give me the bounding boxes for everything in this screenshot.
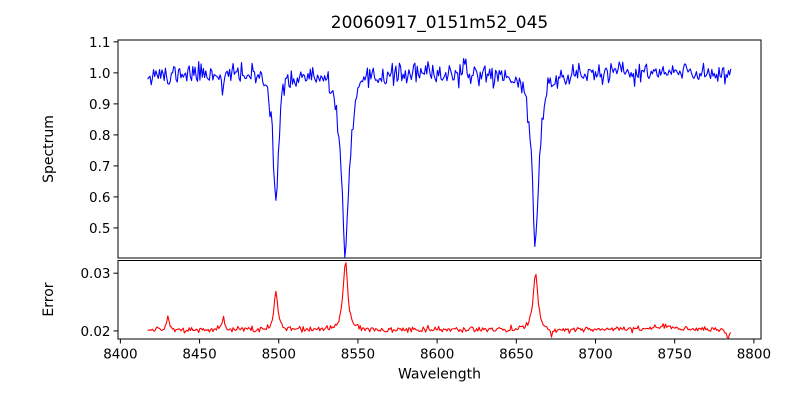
x-tick-label: 8750 xyxy=(658,347,692,363)
x-tick-label: 8400 xyxy=(103,347,137,363)
error-y-tick-label: 0.03 xyxy=(80,266,110,282)
x-tick-label: 8550 xyxy=(341,347,375,363)
error-panel-border xyxy=(117,260,762,340)
spectrum-y-tick-label: 0.7 xyxy=(89,159,110,175)
x-tick-label: 8500 xyxy=(262,347,296,363)
x-tick-label: 8700 xyxy=(578,347,612,363)
x-tick-label: 8650 xyxy=(499,347,533,363)
x-tick-label: 8600 xyxy=(420,347,454,363)
spectrum-y-tick-label: 1.1 xyxy=(89,35,110,51)
error-line xyxy=(147,262,732,339)
plot-dynamic-layer: 0.5 0.6 0.7 0.8 0.9 1.0 1.1 0.02 0.03 8400 8450 850… xyxy=(80,35,771,363)
spectrum-panel-border xyxy=(117,39,762,259)
spectrum-y-tick-label: 0.8 xyxy=(89,128,110,144)
spectrum-y-tick-label: 0.5 xyxy=(89,221,110,237)
plot-title: 20060917_0151m52_045 xyxy=(331,13,548,33)
spectrum-y-tick-label: 0.6 xyxy=(89,190,110,206)
y-axis-label-error: Error xyxy=(41,282,57,316)
x-tick-label: 8800 xyxy=(737,347,771,363)
error-y-tick-label: 0.02 xyxy=(80,324,110,340)
spectrum-y-tick-label: 0.9 xyxy=(89,97,110,113)
spectrum-line xyxy=(147,57,732,258)
x-tick-label: 8450 xyxy=(182,347,216,363)
x-axis-label: Wavelength xyxy=(398,367,481,383)
spectrum-y-tick-label: 1.0 xyxy=(89,66,110,82)
y-axis-label-spectrum: Spectrum xyxy=(41,115,57,183)
